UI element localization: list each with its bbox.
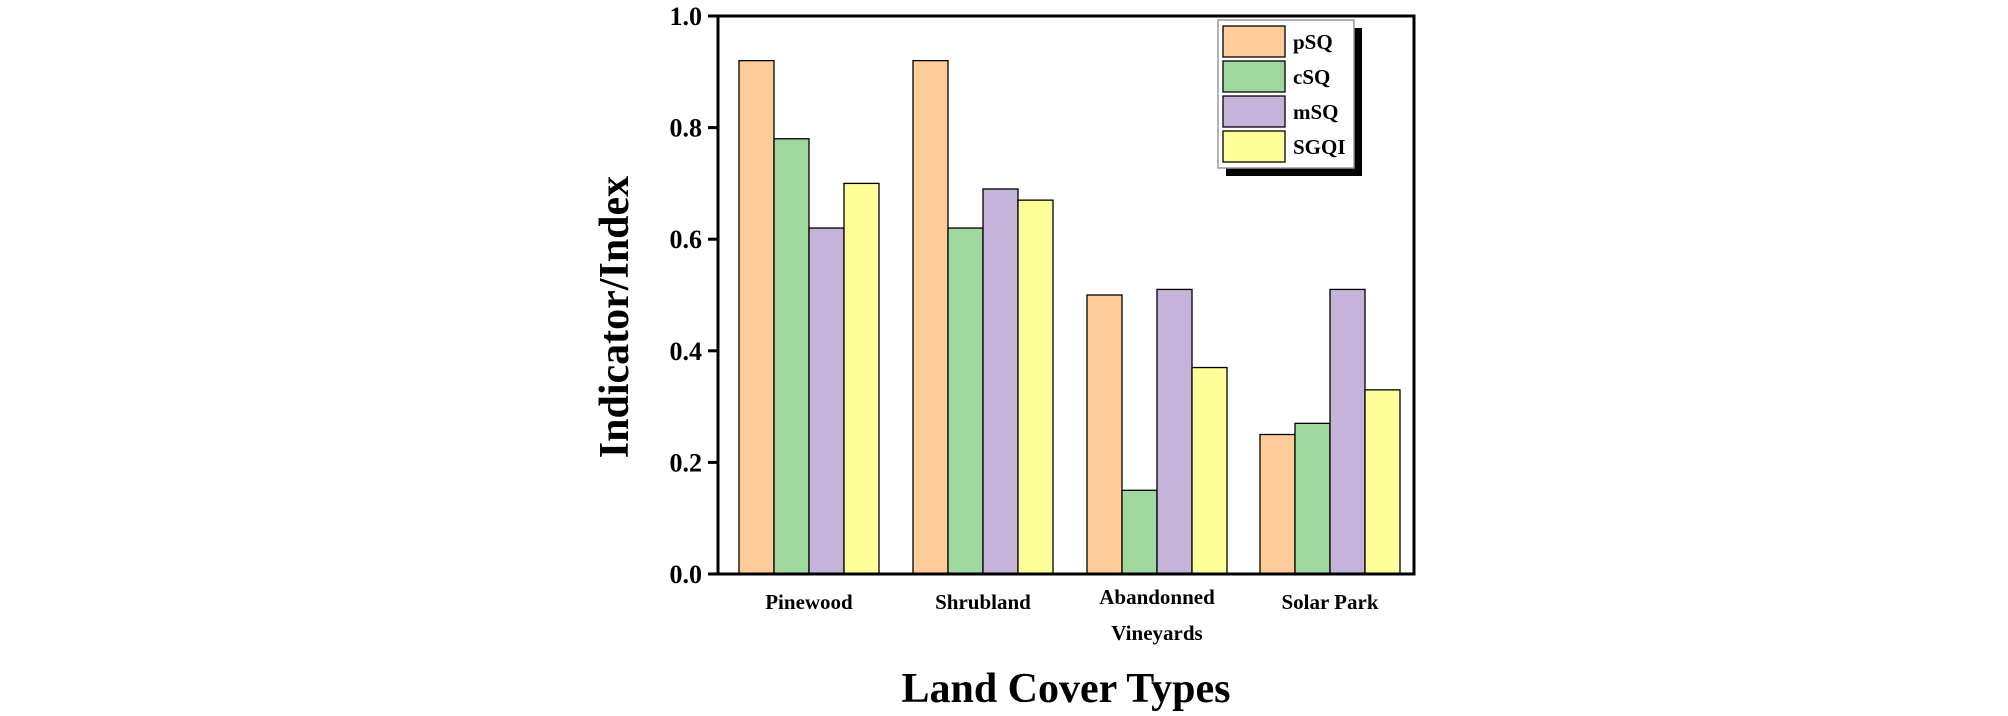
- legend-label-sgqi: SGQI: [1293, 135, 1346, 159]
- x-category-label: Pinewood: [765, 590, 853, 614]
- bar-sgqi-2: [1191, 366, 1228, 575]
- bar-msq-1: [982, 188, 1019, 575]
- bar-msq-0: [808, 227, 845, 575]
- x-category-label: Shrubland: [935, 590, 1031, 614]
- y-tick-label: 0.4: [670, 337, 703, 366]
- y-tick-label: 1.0: [670, 2, 703, 31]
- y-axis-ticks: 0.0 0.2 0.4 0.6 0.8 1.0: [670, 2, 718, 589]
- bar-sgqi-1: [1017, 199, 1054, 575]
- bar-sgqi-0: [843, 182, 880, 575]
- legend-swatch-sgqi: [1222, 130, 1286, 163]
- bar-psq-0: [738, 59, 775, 575]
- bar-csq-1: [947, 227, 984, 575]
- y-axis-title: Indicator/Index: [592, 176, 638, 458]
- bars-layer: [738, 59, 1401, 575]
- legend: pSQ cSQ mSQ SGQI: [1217, 19, 1362, 176]
- bar-csq-0: [773, 138, 810, 575]
- bar-psq-1: [912, 59, 949, 575]
- x-category-label: Abandonned: [1099, 585, 1215, 609]
- legend-swatch-msq: [1222, 95, 1286, 128]
- bar-csq-2: [1121, 489, 1158, 575]
- bar-msq-3: [1329, 288, 1366, 575]
- y-tick-label: 0.2: [670, 448, 703, 477]
- y-tick-label: 0.0: [670, 560, 703, 589]
- x-category-label: Solar Park: [1281, 590, 1378, 614]
- x-axis-categories: Pinewood Shrubland Abandonned Vineyards Sola…: [765, 585, 1379, 645]
- legend-label-psq: pSQ: [1293, 30, 1333, 54]
- plot-frame: [716, 14, 1416, 576]
- x-category-label: Vineyards: [1111, 621, 1202, 645]
- bar-psq-2: [1086, 294, 1123, 575]
- legend-label-csq: cSQ: [1293, 65, 1330, 89]
- bar-csq-3: [1294, 422, 1331, 575]
- bar-sgqi-3: [1364, 389, 1401, 575]
- y-tick-label: 0.6: [670, 225, 703, 254]
- legend-swatch-csq: [1222, 60, 1286, 93]
- legend-label-msq: mSQ: [1293, 100, 1339, 124]
- bar-msq-2: [1156, 288, 1193, 575]
- bar-psq-3: [1259, 433, 1296, 575]
- x-axis-title: Land Cover Types: [901, 666, 1230, 712]
- y-tick-label: 0.8: [670, 114, 703, 143]
- legend-swatch-psq: [1222, 25, 1286, 58]
